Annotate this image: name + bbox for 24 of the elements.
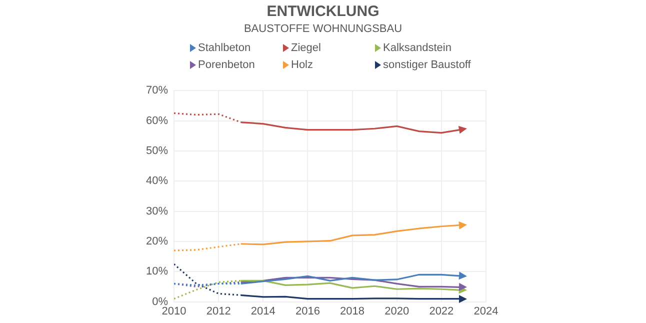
x-tick-label: 2022 bbox=[429, 305, 454, 318]
legend-label: Stahlbeton bbox=[198, 42, 251, 54]
y-tick-label: 60% bbox=[146, 114, 168, 127]
y-tick-label: 10% bbox=[146, 266, 168, 278]
y-tick-label: 40% bbox=[146, 175, 168, 188]
y-tick-label: 50% bbox=[146, 144, 168, 157]
x-tick-label: 2024 bbox=[474, 305, 498, 318]
x-tick-label: 2016 bbox=[295, 305, 320, 318]
chart-subtitle: BAUSTOFFE WOHNUNGSBAU bbox=[242, 23, 404, 35]
x-tick-label: 2012 bbox=[206, 305, 231, 318]
y-tick-label: 70% bbox=[146, 84, 168, 97]
legend-label: Ziegel bbox=[291, 42, 321, 54]
y-tick-label: 20% bbox=[146, 235, 168, 248]
legend-label: Holz bbox=[291, 59, 314, 71]
legend-label: sonstiger Baustoff bbox=[383, 59, 471, 71]
x-tick-label: 2020 bbox=[384, 305, 410, 318]
legend-label: Porenbeton bbox=[198, 59, 255, 71]
legend-label: Kalksandstein bbox=[383, 42, 452, 54]
y-tick-label: 30% bbox=[146, 205, 168, 218]
x-tick-label: 2010 bbox=[162, 305, 186, 318]
x-tick-label: 2018 bbox=[340, 305, 365, 318]
x-tick-label: 2014 bbox=[250, 305, 276, 318]
y-tick-label: 0% bbox=[152, 296, 168, 308]
chart-title: ENTWICKLUNG bbox=[266, 3, 380, 20]
